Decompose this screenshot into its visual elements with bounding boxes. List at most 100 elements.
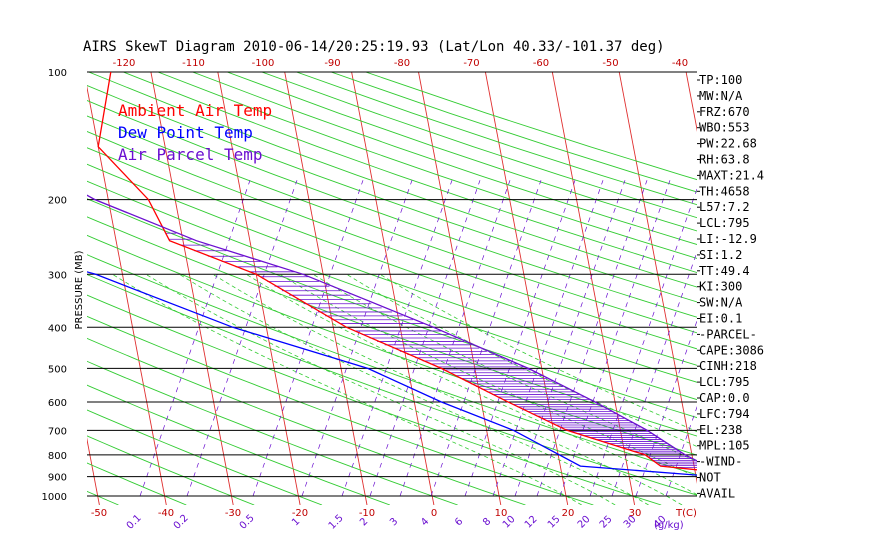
pressure-tick-label: 100: [48, 68, 67, 79]
legend-entry: Dew Point Temp: [118, 123, 253, 142]
isotherm-line: [217, 72, 301, 505]
mixing-ratio-tick-label: 15: [546, 514, 563, 531]
stability-index-label: LCL:795: [699, 375, 750, 389]
bottom-temp-tick-label: -20: [292, 508, 308, 519]
mixing-ratio-unit-label: (g/kg): [654, 520, 684, 531]
stability-index-label: CAP:0.0: [699, 391, 750, 405]
dry-adiabat-line: [365, 72, 697, 181]
moist-adiabat-line: [212, 273, 683, 505]
stability-index-label: RH:63.8: [699, 153, 750, 167]
mixing-ratio-tick-label: 0.1: [125, 513, 144, 532]
moist-adiabat-line: [245, 273, 697, 495]
isotherm-line: [484, 72, 569, 505]
top-temp-tick-label: -80: [394, 58, 410, 69]
bottom-temp-tick-label: -10: [359, 508, 375, 519]
top-temp-tick-label: -110: [182, 58, 205, 69]
stability-index-label: CAPE:3086: [699, 343, 764, 357]
moist-adiabat-line: [379, 273, 697, 433]
dry-adiabat-line: [87, 115, 697, 334]
isotherm-line: [753, 72, 835, 505]
stability-index-label: SI:1.2: [699, 248, 742, 262]
mixing-ratio-tick-label: 6: [453, 516, 465, 528]
bottom-temp-tick-label: -40: [158, 508, 174, 519]
series-line: [87, 271, 697, 476]
pressure-tick-label: 600: [48, 398, 67, 409]
pressure-tick-label: 800: [48, 451, 67, 462]
stability-index-label: KI:300: [699, 280, 742, 294]
pressure-tick-label: 200: [48, 196, 67, 207]
dry-adiabat-line: [296, 72, 697, 206]
top-temp-tick-label: -100: [252, 58, 275, 69]
dry-adiabat-line: [261, 72, 697, 219]
isotherm-line: [150, 72, 234, 505]
stability-index-label: TP:100: [699, 73, 742, 87]
legend: Ambient Air Temp Dew Point Temp Air Parcel…: [118, 101, 272, 164]
mixing-ratio-tick-label: 3: [388, 516, 400, 528]
dry-adiabat-line: [88, 72, 697, 288]
bottom-temp-tick-label: -30: [225, 508, 241, 519]
dry-adiabat-line: [0, 72, 51, 505]
dry-adiabat-line: [157, 72, 697, 259]
mixing-ratio-tick-label: 4: [419, 516, 431, 528]
stability-index-label: LCL:795: [699, 216, 750, 230]
dry-adiabat-line: [87, 180, 697, 401]
moist-adiabat-line: [145, 273, 616, 505]
pressure-tick-label: 300: [48, 270, 67, 281]
isotherm-line: [618, 72, 697, 484]
bottom-temp-tick-label: 0: [431, 508, 437, 519]
series-line: [87, 194, 697, 462]
dry-adiabat-line: [87, 360, 458, 505]
top-temp-tick-label: -50: [602, 58, 618, 69]
x-axis-label: T(C): [675, 508, 697, 519]
dry-adiabat-line: [87, 409, 323, 505]
bottom-temp-tick-label: 10: [495, 508, 508, 519]
isotherm-line: [551, 72, 636, 505]
moist-adiabat-line: [312, 273, 697, 463]
dry-adiabat-line: [123, 72, 697, 274]
stability-indices-panel: TP:100 MW:N/A FRZ:670 WBO:553 PW:22.68 RH:63.…: [697, 73, 764, 500]
pressure-tick-label: 400: [48, 323, 67, 334]
isotherm-line: [0, 72, 33, 505]
isotherm-line: [351, 72, 435, 505]
bottom-temp-tick-label: 20: [562, 508, 575, 519]
stability-index-label: LFC:794: [699, 407, 750, 421]
stability-index-label: MW:N/A: [699, 89, 743, 103]
dry-adiabat-line: [87, 274, 697, 496]
stability-index-label: L57:7.2: [699, 200, 750, 214]
stability-index-label: -WIND-: [699, 455, 742, 469]
dry-adiabat-line: [87, 435, 255, 505]
moist-adiabat-line: [346, 273, 697, 447]
legend-entry: Ambient Air Temp: [118, 101, 272, 120]
dry-adiabat-line: [87, 131, 697, 350]
top-temp-tick-label: -70: [463, 58, 479, 69]
stability-index-label: TH:4658: [699, 184, 750, 198]
isotherm-line: [87, 85, 167, 505]
pressure-tick-label: 500: [48, 364, 67, 375]
mixing-ratio-tick-label: 12: [523, 514, 540, 531]
stability-index-label: TT:49.4: [699, 264, 750, 278]
legend-entry: Air Parcel Temp: [118, 145, 263, 164]
dry-adiabat-line: [87, 384, 391, 505]
isotherm-line: [87, 437, 100, 505]
pressure-tick-label: 700: [48, 426, 67, 437]
dry-adiabat-line: [87, 147, 697, 366]
moist-adiabat-line: [179, 273, 649, 505]
dry-adiabat-line: [87, 85, 697, 303]
dry-adiabat-line: [87, 198, 697, 419]
stability-index-label: MPL:105: [699, 439, 750, 453]
pressure-tick-label: 900: [48, 473, 67, 484]
y-axis-label: PRESSURE (MB): [74, 250, 85, 329]
stability-index-label: -PARCEL-: [699, 327, 757, 341]
top-temp-tick-label: -90: [324, 58, 340, 69]
stability-index-label: SW:N/A: [699, 296, 743, 310]
isotherm-line: [820, 72, 870, 505]
top-temp-tick-label: -40: [672, 58, 688, 69]
mixing-ratio-tick-label: 8: [481, 516, 493, 528]
stability-index-label: EL:238: [699, 423, 742, 437]
stability-index-label: NOT: [699, 471, 721, 485]
stability-index-label: MAXT:21.4: [699, 168, 764, 182]
moist-adiabat-line: [112, 273, 582, 505]
isotherm-line: [284, 72, 368, 505]
series-line: [97, 72, 697, 471]
